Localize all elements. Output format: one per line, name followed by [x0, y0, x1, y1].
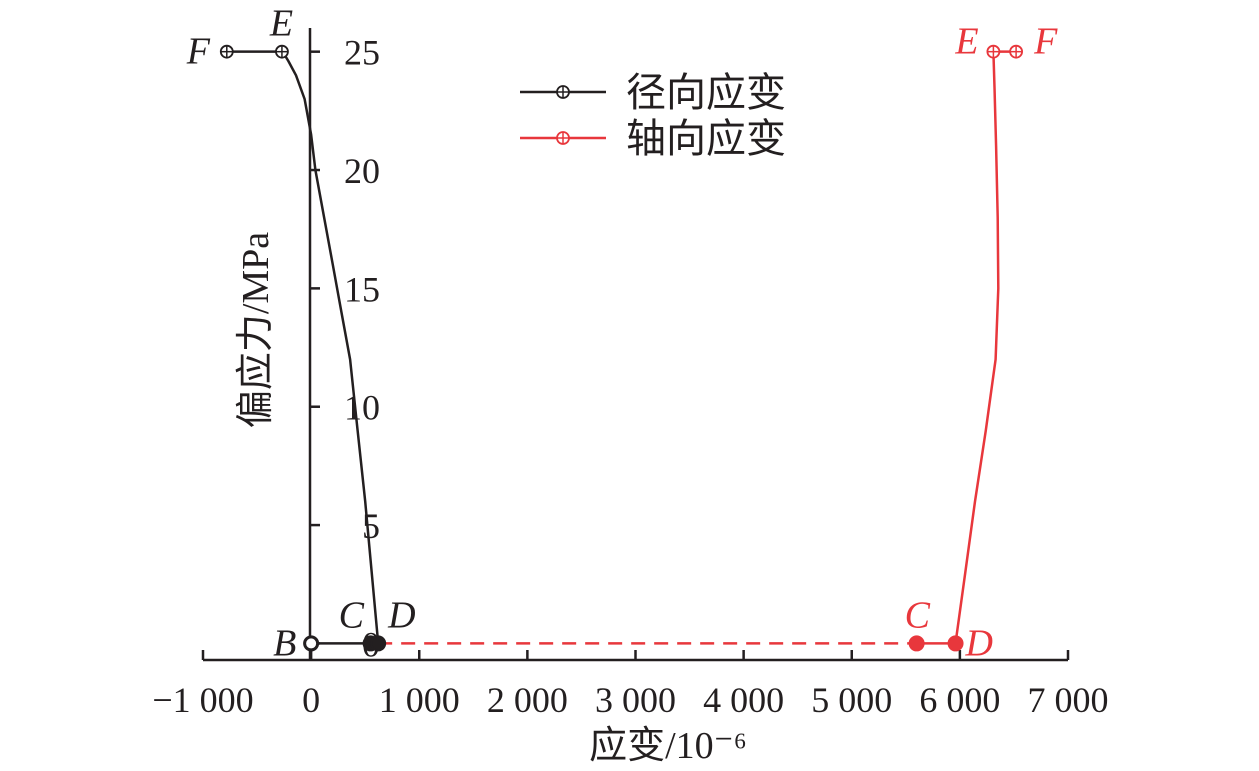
marker-e	[275, 44, 289, 59]
point-label-c: C	[905, 594, 931, 636]
marker-f	[1009, 44, 1023, 59]
marker-f	[219, 44, 234, 59]
series-radial-line	[280, 50, 380, 644]
marker-c	[908, 635, 925, 652]
point-label-e: E	[954, 21, 978, 63]
legend-label: 径向应变	[626, 70, 786, 115]
y-tick-label: 5	[362, 506, 380, 546]
legend-marker	[556, 131, 570, 145]
point-label-d: D	[965, 622, 993, 664]
legend-label: 轴向应变	[626, 116, 786, 161]
x-tick-label: 2 000	[487, 680, 568, 720]
x-tick-label: 3 000	[595, 680, 676, 720]
x-tick-label: 0	[302, 680, 320, 720]
x-tick-label: 5 000	[811, 680, 892, 720]
x-tick-label: 7 000	[1028, 680, 1109, 720]
x-tick-label: 4 000	[703, 680, 784, 720]
y-tick-label: 25	[344, 33, 380, 73]
point-label-e: E	[269, 3, 293, 45]
point-label-d: D	[387, 594, 415, 636]
x-axis-title: 应变/10⁻⁶	[589, 725, 747, 767]
legend-marker	[556, 85, 570, 99]
x-tick-label: 6 000	[919, 680, 1000, 720]
point-label-f: F	[1033, 21, 1058, 63]
point-label-c: C	[339, 594, 365, 636]
y-tick-label: 20	[344, 151, 380, 191]
point-label-b: B	[273, 622, 296, 664]
y-axis-title: 偏应力/MPa	[235, 232, 277, 428]
marker-d	[947, 635, 964, 652]
y-tick-label: 15	[344, 269, 380, 309]
point-label-f: F	[186, 31, 211, 73]
y-tick-label: 10	[344, 388, 380, 428]
marker-b	[303, 635, 320, 652]
series-axial-line	[954, 51, 1000, 644]
marker-d	[370, 635, 387, 652]
x-tick-label: 1 000	[379, 680, 460, 720]
marker-e	[986, 44, 1001, 59]
x-tick-label: −1 000	[152, 680, 253, 720]
plot-area	[226, 50, 1017, 645]
